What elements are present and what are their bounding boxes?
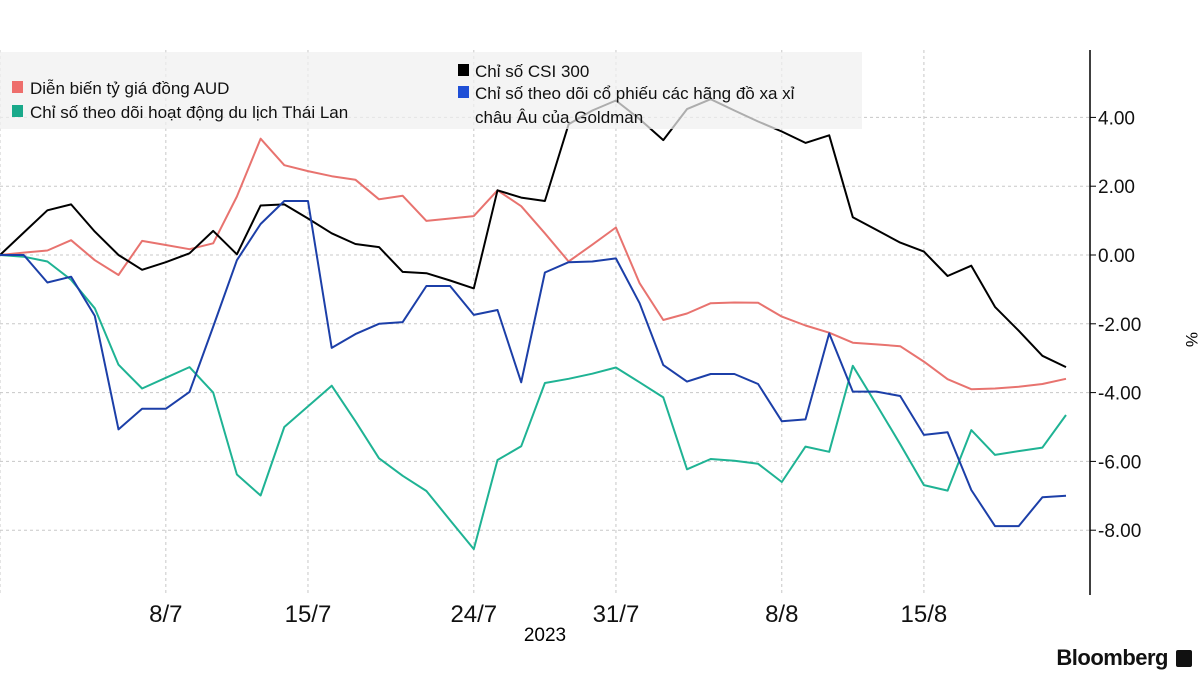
x-tick-label: 15/8: [901, 601, 948, 628]
x-tick-label: 8/8: [765, 601, 798, 628]
y-tick-label: -6.00: [1098, 452, 1141, 473]
y-tick-label: 4.00: [1098, 108, 1135, 129]
grid: [0, 50, 1090, 595]
legend-label-csi300: Chỉ số CSI 300: [475, 62, 589, 81]
series-line-1: [0, 254, 1067, 551]
y-tick-label: -8.00: [1098, 521, 1141, 542]
bloomberg-logo: Bloomberg: [1056, 645, 1168, 670]
legend-swatch-aud: [12, 81, 23, 93]
y-axis: 4.00 2.00 0.00 -2.00 -4.00 -6.00 -8.00: [1089, 50, 1141, 595]
y-tick-label: -2.00: [1098, 315, 1141, 336]
legend-swatch-goldman: [458, 86, 469, 98]
series-line-3: [0, 200, 1067, 528]
bloomberg-chart-icon: [1176, 650, 1192, 667]
legend-swatch-thai-tourism: [12, 105, 23, 117]
x-axis-year-label: 2023: [524, 625, 566, 646]
legend-label-goldman-line1: Chỉ số theo dõi cổ phiếu các hãng đồ xa …: [475, 84, 795, 103]
series-line-2: [0, 98, 1067, 369]
y-axis-label: %: [1182, 332, 1200, 347]
legend-background: [0, 52, 862, 129]
x-tick-label: 24/7: [450, 601, 497, 628]
y-tick-label: 2.00: [1098, 177, 1135, 198]
x-axis: 8/7 15/7 24/7 31/7 8/8 15/8: [149, 601, 947, 628]
x-tick-label: 31/7: [593, 601, 640, 628]
legend: Diễn biến tỷ giá đồng AUD Chỉ số theo dõ…: [0, 52, 862, 129]
series-lines: [0, 98, 1067, 551]
series-line-0: [0, 137, 1067, 391]
legend-label-aud: Diễn biến tỷ giá đồng AUD: [30, 79, 229, 98]
x-tick-label: 15/7: [285, 601, 332, 628]
legend-swatch-csi300: [458, 64, 469, 76]
legend-label-thai-tourism: Chỉ số theo dõi hoạt động du lịch Thái L…: [30, 103, 348, 122]
y-tick-label: 0.00: [1098, 246, 1135, 267]
x-tick-label: 8/7: [149, 601, 182, 628]
legend-label-goldman-line2: châu Âu của Goldman: [475, 108, 643, 127]
y-tick-label: -4.00: [1098, 384, 1141, 405]
